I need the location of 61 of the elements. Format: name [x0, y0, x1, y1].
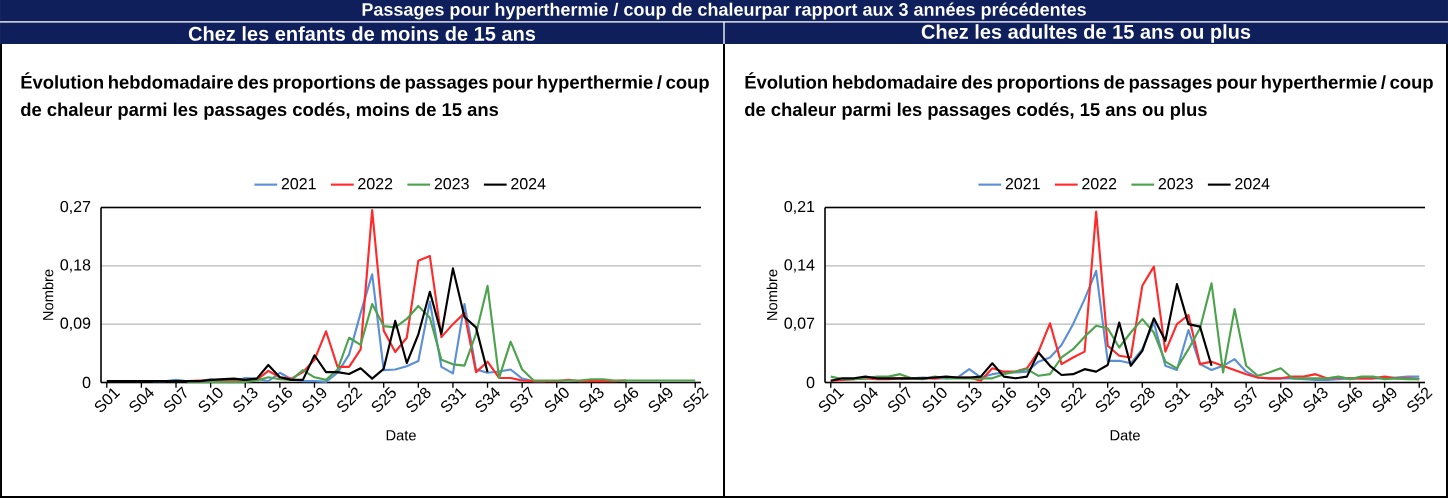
y-tick-label: 0,07 — [784, 317, 815, 331]
x-tick-label: S40 — [1268, 387, 1293, 412]
x-tick-label: S13 — [233, 387, 258, 412]
y-tick-label: 0,09 — [60, 317, 91, 331]
x-tick-label: S19 — [302, 387, 327, 412]
x-tick-label: S16 — [267, 387, 293, 412]
x-tick-label: S49 — [1372, 387, 1397, 412]
x-tick-label: S25 — [1095, 386, 1120, 412]
x-tick-label: S01 — [818, 388, 845, 412]
y-tick-label: 0 — [82, 376, 91, 389]
legend-label: 2024 — [1235, 178, 1270, 190]
x-tick-label: S52 — [683, 387, 709, 412]
x-tick-label: S34 — [1199, 387, 1225, 412]
x-tick-label: S28 — [1130, 387, 1155, 412]
x-axis-title: Date — [386, 430, 416, 441]
x-tick-label: S43 — [579, 387, 604, 412]
chart-title: Chez les enfants de moins de 15 ans — [188, 26, 536, 41]
x-tick-label: S22 — [1061, 387, 1087, 412]
x-tick-label: S07 — [888, 386, 911, 412]
y-tick-label: 0,14 — [784, 259, 815, 273]
x-tick-label: S07 — [164, 386, 187, 412]
x-tick-label: S37 — [1234, 386, 1257, 412]
x-tick-label: S40 — [544, 387, 569, 412]
x-tick-label: S34 — [475, 387, 501, 412]
x-tick-label: S49 — [648, 387, 673, 412]
chart-subtitle: Évolution hebdomadaire des proportions de passages pour hyperthermie / coup de chaleur parmi les passages codés, moins de 15 ans — [21, 72, 709, 120]
y-axis-title: Nombre — [42, 269, 54, 320]
chart-title: Chez les adultes de 15 ans ou plus — [921, 24, 1251, 43]
y-axis-title: Nombre — [766, 269, 778, 320]
y-tick-label: 0,27 — [60, 200, 91, 215]
x-tick-label: S10 — [922, 387, 947, 412]
y-tick-label: 0,21 — [784, 200, 815, 215]
x-tick-label: S52 — [1407, 387, 1433, 412]
x-tick-label: S46 — [1338, 387, 1363, 412]
x-tick-label: S28 — [406, 387, 431, 412]
x-tick-label: S16 — [991, 387, 1017, 412]
chart-subtitle: Évolution hebdomadaire des proportions de passages pour hyperthermie / coup de chaleur parmi les passages codés, 15 ans ou plus — [745, 72, 1433, 120]
y-tick-label: 0,18 — [60, 259, 91, 273]
x-tick-label: S13 — [957, 387, 982, 412]
x-axis-title: Date — [1110, 430, 1140, 441]
x-tick-label: S01 — [94, 388, 121, 412]
legend-label: 2023 — [1158, 178, 1193, 190]
x-tick-label: S31 — [1165, 388, 1191, 412]
x-tick-label: S37 — [510, 386, 533, 412]
legend-label: 2021 — [281, 178, 316, 190]
legend-label: 2021 — [1005, 178, 1040, 190]
x-tick-label: S04 — [853, 387, 878, 412]
legend-label: 2023 — [434, 178, 469, 190]
x-tick-label: S19 — [1026, 387, 1051, 412]
x-tick-label: S31 — [441, 388, 467, 412]
x-tick-label: S46 — [614, 387, 639, 412]
legend-label: 2022 — [358, 178, 393, 190]
legend-label: 2024 — [511, 178, 546, 190]
x-tick-label: S10 — [198, 387, 223, 412]
text: Passages pour hyperthermie / coup de chaleurpar rapport aux 3 années précédentes — [362, 2, 1086, 20]
x-tick-label: S22 — [337, 387, 363, 412]
legend-label: 2022 — [1082, 178, 1117, 190]
y-tick-label: 0 — [806, 376, 815, 389]
x-tick-label: S43 — [1303, 387, 1328, 412]
x-tick-label: S25 — [371, 386, 396, 412]
x-tick-label: S04 — [129, 387, 154, 412]
